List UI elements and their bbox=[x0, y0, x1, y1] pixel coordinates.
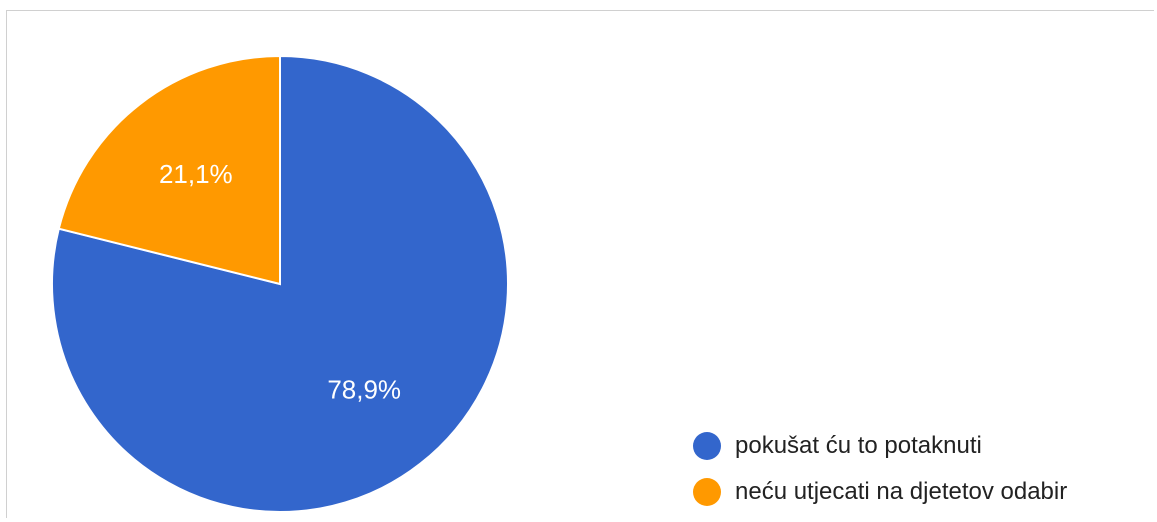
pie-slice-label-0: 78,9% bbox=[327, 375, 401, 405]
legend-swatch-0 bbox=[693, 432, 721, 460]
legend-item-0[interactable]: pokušat ću to potaknuti bbox=[693, 432, 1067, 460]
legend-label-0: pokušat ću to potaknuti bbox=[735, 432, 982, 459]
legend-item-1[interactable]: neću utjecati na djetetov odabir bbox=[693, 478, 1068, 506]
chart-frame: 78,9% 21,1% pokušat ću to potaknuti neću … bbox=[6, 10, 1154, 518]
pie-chart: 78,9% 21,1% bbox=[51, 54, 509, 513]
pie-slice-1[interactable] bbox=[57, 54, 281, 286]
pie-slice-label-1: 21,1% bbox=[159, 159, 233, 189]
legend: pokušat ću to potaknuti neću utjecati na… bbox=[693, 432, 1068, 518]
legend-swatch-1 bbox=[693, 478, 721, 506]
legend-label-1: neću utjecati na djetetov odabir bbox=[735, 478, 1068, 505]
